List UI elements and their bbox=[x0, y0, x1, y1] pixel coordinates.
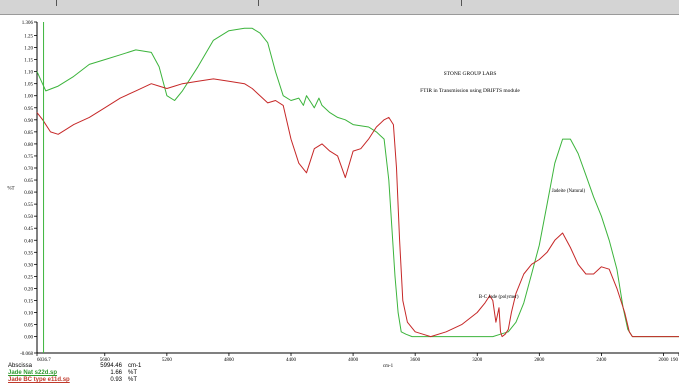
y-tick-label: 0.20 bbox=[24, 287, 33, 292]
x-tick-label: 5200 bbox=[162, 358, 173, 363]
y-tick-label: 1.15 bbox=[24, 59, 33, 64]
readout-row-series-2[interactable]: Jade BC type e11d.sp 0.93 %T bbox=[8, 377, 141, 384]
y-axis-label: %T bbox=[7, 187, 14, 192]
x-tick-label: 2800 bbox=[534, 358, 545, 363]
y-tick-label: 0.05 bbox=[24, 324, 33, 329]
y-tick-label: -0.068 bbox=[20, 352, 33, 357]
toolbar-tick bbox=[56, 0, 57, 6]
y-tick-label: 0.60 bbox=[24, 191, 33, 196]
y-tick-label: 0.35 bbox=[24, 251, 33, 256]
y-tick-label: 0.00 bbox=[24, 336, 33, 341]
y-tick-label: 0.70 bbox=[24, 167, 33, 172]
x-tick-label: 2400 bbox=[596, 358, 607, 363]
y-tick-label: 0.95 bbox=[24, 107, 33, 112]
y-tick-label: 0.65 bbox=[24, 179, 33, 184]
y-tick-label: 0.40 bbox=[24, 239, 33, 244]
y-tick-label: 1.306 bbox=[22, 21, 34, 26]
cursor-readout-panel: Abscissa 5994.46 cm-1 Jade Nat s22d.sp 1… bbox=[8, 363, 141, 384]
chart-subtitle: FTIR in Transmission using DRIFTS module bbox=[420, 88, 520, 94]
readout-value: 0.93 bbox=[110, 377, 122, 383]
y-tick-label: 0.30 bbox=[24, 263, 33, 268]
readout-value: 5994.46 bbox=[100, 363, 122, 369]
y-tick-label: 0.45 bbox=[24, 227, 33, 232]
x-tick-label: 3600 bbox=[410, 358, 421, 363]
readout-series-link[interactable]: Jade Nat s22d.sp bbox=[8, 370, 58, 376]
x-tick-label: 2000 bbox=[658, 358, 669, 363]
series-line-2[interactable] bbox=[36, 78, 679, 338]
series-line-1[interactable] bbox=[36, 27, 679, 338]
toolbar-tick bbox=[461, 0, 462, 6]
window-toolbar bbox=[0, 0, 679, 15]
y-tick-label: 1.25 bbox=[24, 34, 33, 39]
x-tick-label: 3200 bbox=[472, 358, 483, 363]
readout-unit: cm-1 bbox=[128, 363, 142, 369]
y-tick-label: 1.00 bbox=[24, 95, 33, 100]
readout-row-series-1[interactable]: Jade Nat s22d.sp 1.66 %T bbox=[8, 370, 141, 377]
readout-value: 1.66 bbox=[110, 370, 122, 376]
x-tick-label: 4400 bbox=[286, 358, 297, 363]
x-tick-label: 4800 bbox=[224, 358, 235, 363]
y-tick-label: 0.90 bbox=[24, 119, 33, 124]
chart-annotation: B-C Jade (polymer) bbox=[479, 295, 519, 300]
readout-series-link[interactable]: Jade BC type e11d.sp bbox=[8, 377, 70, 383]
readout-row-abscissa: Abscissa 5994.46 cm-1 bbox=[8, 363, 141, 370]
y-tick-label: 0.55 bbox=[24, 203, 33, 208]
readout-unit: %T bbox=[128, 370, 137, 376]
y-tick-label: 0.50 bbox=[24, 215, 33, 220]
y-tick-label: 0.80 bbox=[24, 143, 33, 148]
x-tick-label: 190 bbox=[671, 358, 679, 363]
y-tick-label: 0.25 bbox=[24, 275, 33, 280]
y-tick-label: 0.75 bbox=[24, 155, 33, 160]
chart-annotation: Jadeite (Natural) bbox=[552, 189, 586, 194]
y-tick-label: 0.10 bbox=[24, 312, 33, 317]
x-tick-label: 4000 bbox=[348, 358, 359, 363]
x-tick-label: 5600 bbox=[100, 358, 111, 363]
y-tick-label: 1.20 bbox=[24, 47, 33, 52]
chart-title: STONE GROUP LABS bbox=[444, 71, 497, 77]
y-tick-label: 0.85 bbox=[24, 131, 33, 136]
y-tick-label: 0.15 bbox=[24, 299, 33, 304]
y-tick-label: 1.05 bbox=[24, 83, 33, 88]
readout-label: Abscissa bbox=[8, 363, 33, 369]
readout-unit: %T bbox=[128, 377, 137, 383]
y-tick-label: 1.10 bbox=[24, 71, 33, 76]
x-tick-label: 6036.7 bbox=[37, 358, 51, 363]
toolbar-tick bbox=[258, 0, 259, 6]
x-axis-label: cm-1 bbox=[383, 364, 394, 369]
